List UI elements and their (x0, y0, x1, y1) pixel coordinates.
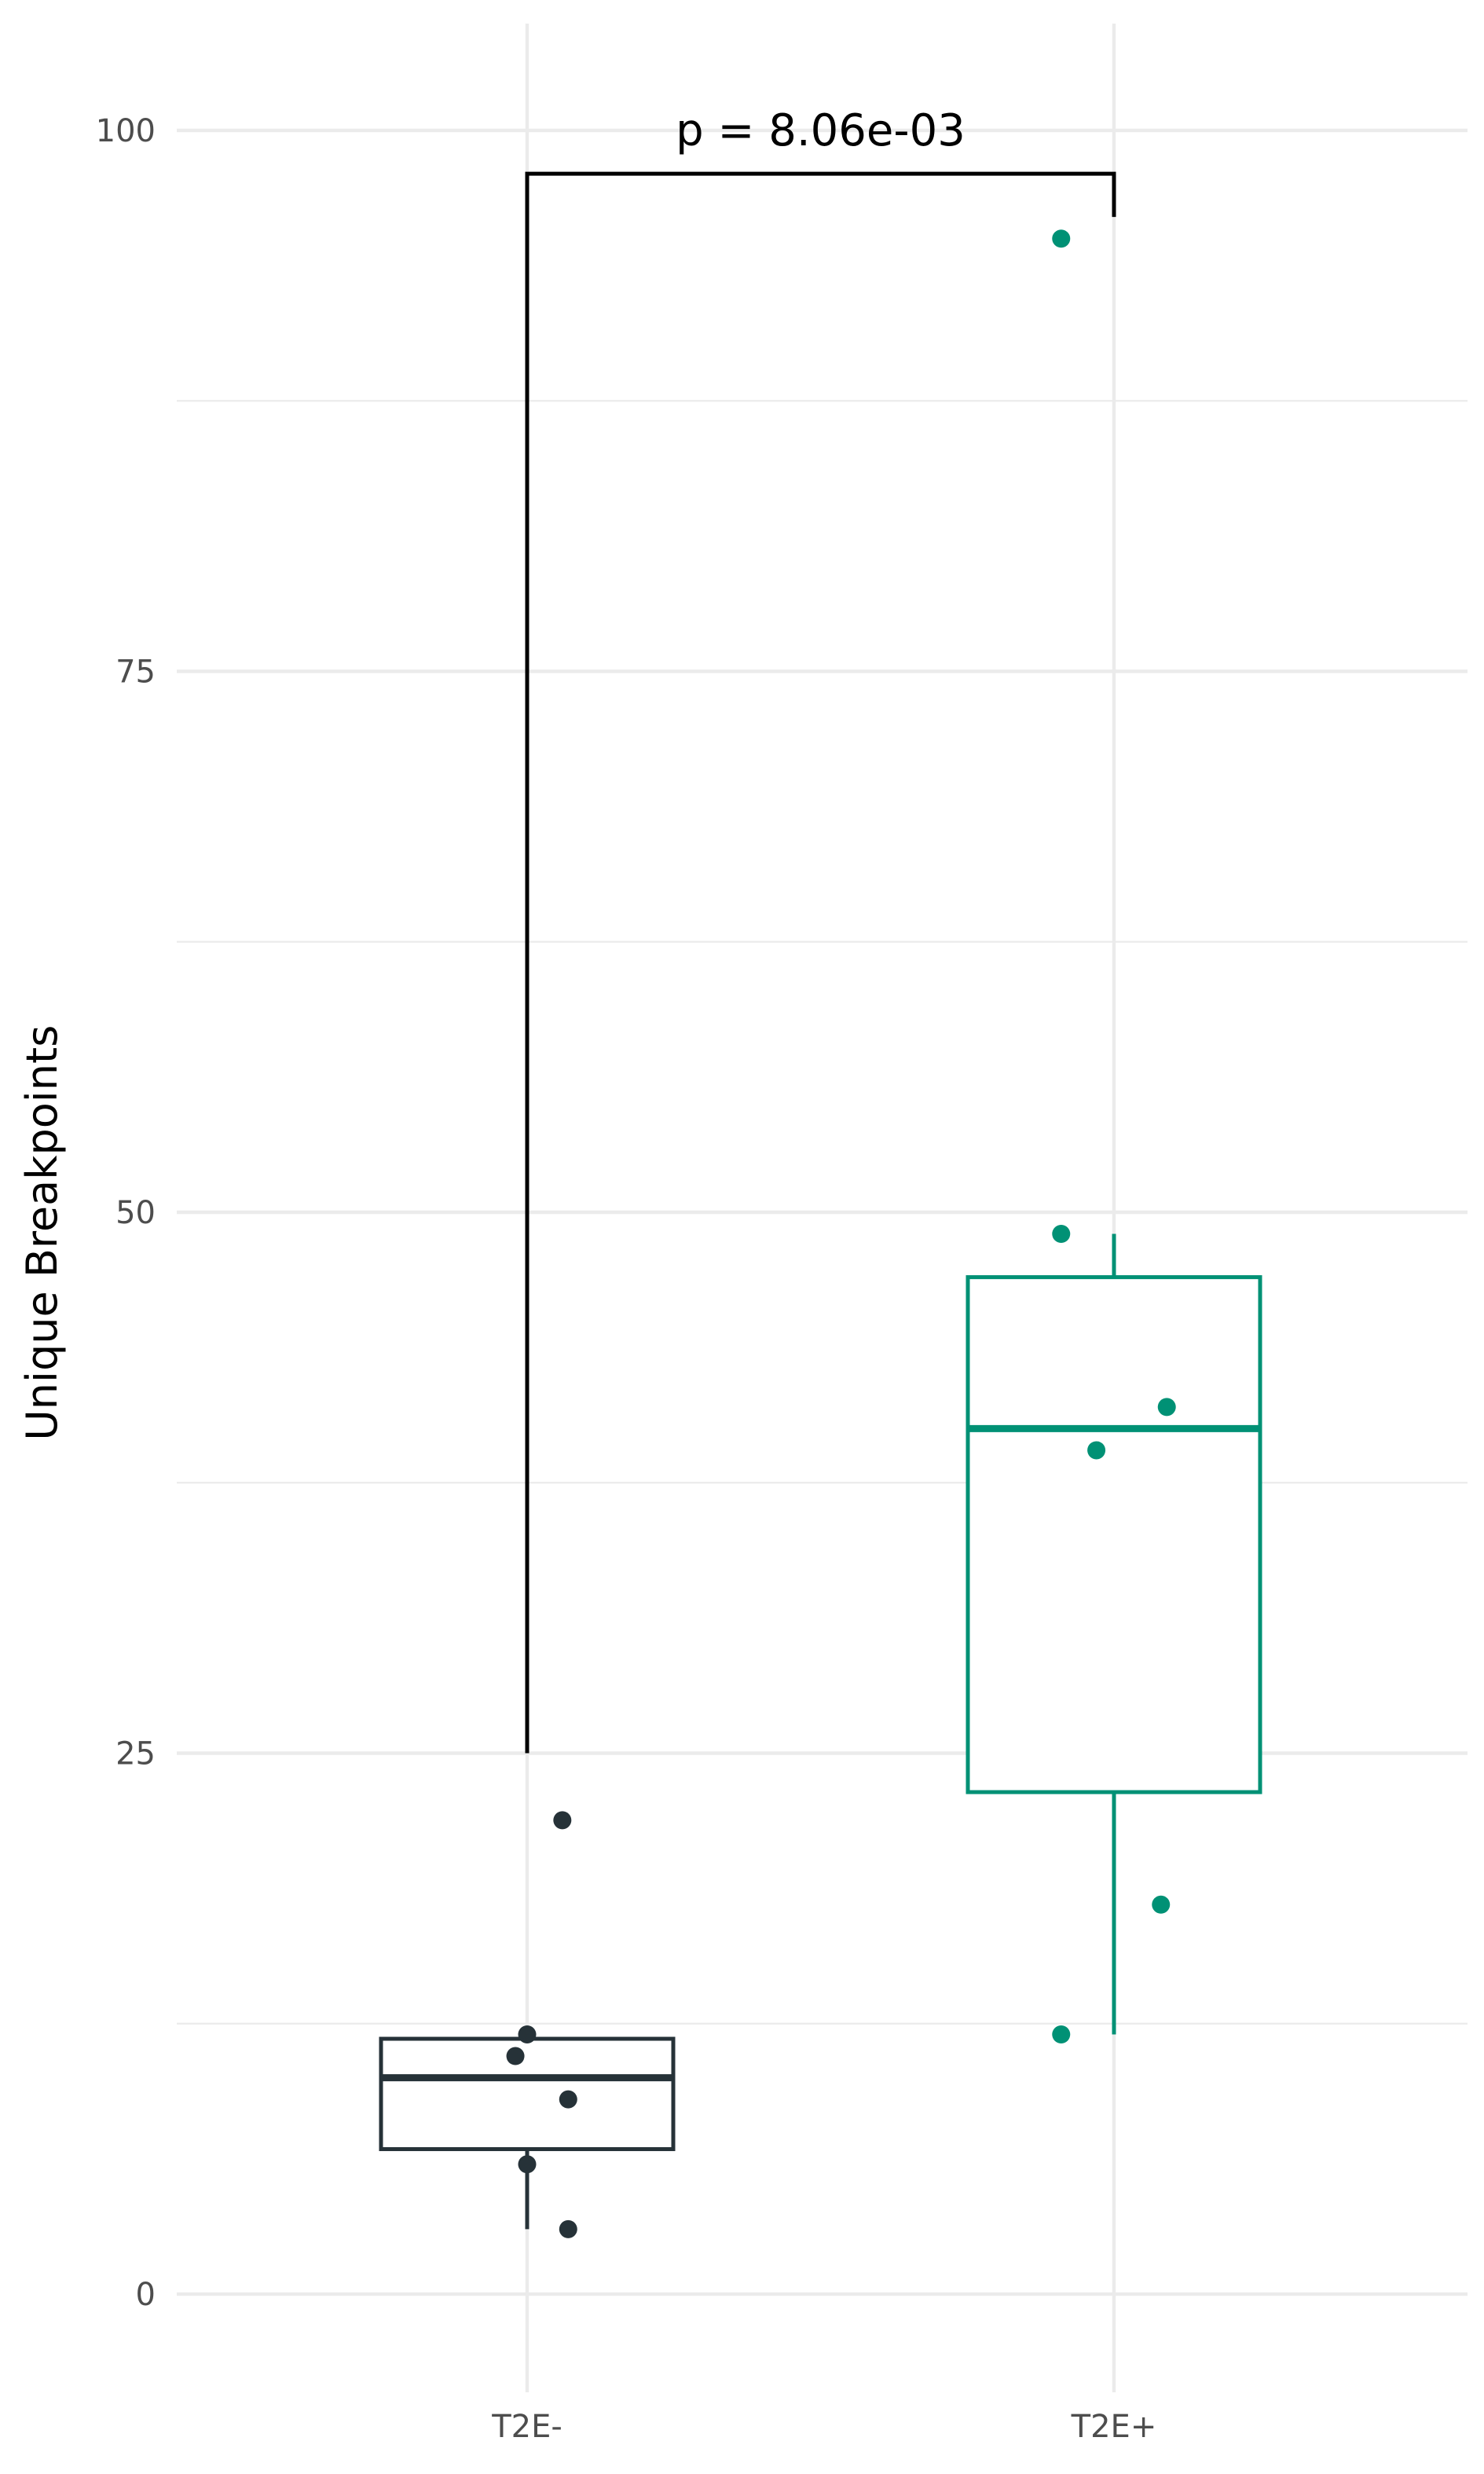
y-axis-tick-labels: 0 25 50 75 100 (96, 113, 156, 2313)
p-value-label: p = 8.06e-03 (676, 105, 966, 156)
data-point (559, 2090, 577, 2109)
y-tick-label: 75 (115, 654, 156, 691)
box (966, 1275, 1262, 1794)
x-tick-label: T2E- (491, 2409, 562, 2445)
y-tick-label: 25 (115, 1736, 156, 1772)
y-tick-label: 100 (96, 113, 156, 149)
data-point (1052, 1225, 1071, 1244)
data-point (559, 2219, 577, 2238)
data-point (518, 2025, 537, 2044)
data-point (553, 1811, 572, 1830)
x-axis-tick-labels: T2E- T2E+ (491, 2409, 1156, 2445)
data-point (1157, 1398, 1176, 1417)
data-point (1052, 229, 1071, 248)
box (379, 2036, 676, 2151)
data-point (1052, 2025, 1071, 2044)
y-tick-label: 0 (136, 2277, 156, 2313)
bracket-line (525, 171, 1116, 1754)
x-tick-label: T2E+ (1071, 2409, 1157, 2445)
data-point (1152, 1895, 1171, 1914)
data-point (518, 2155, 537, 2174)
data-points (506, 229, 1176, 2238)
significance-bracket: p = 8.06e-03 (525, 105, 1116, 1754)
grid-lines (177, 24, 1468, 2392)
y-tick-label: 50 (115, 1195, 156, 1231)
data-point (1087, 1441, 1106, 1460)
box-series (379, 1233, 1262, 2230)
y-axis-title: Unique Breakpoints (17, 1025, 67, 1441)
data-point (506, 2047, 525, 2065)
